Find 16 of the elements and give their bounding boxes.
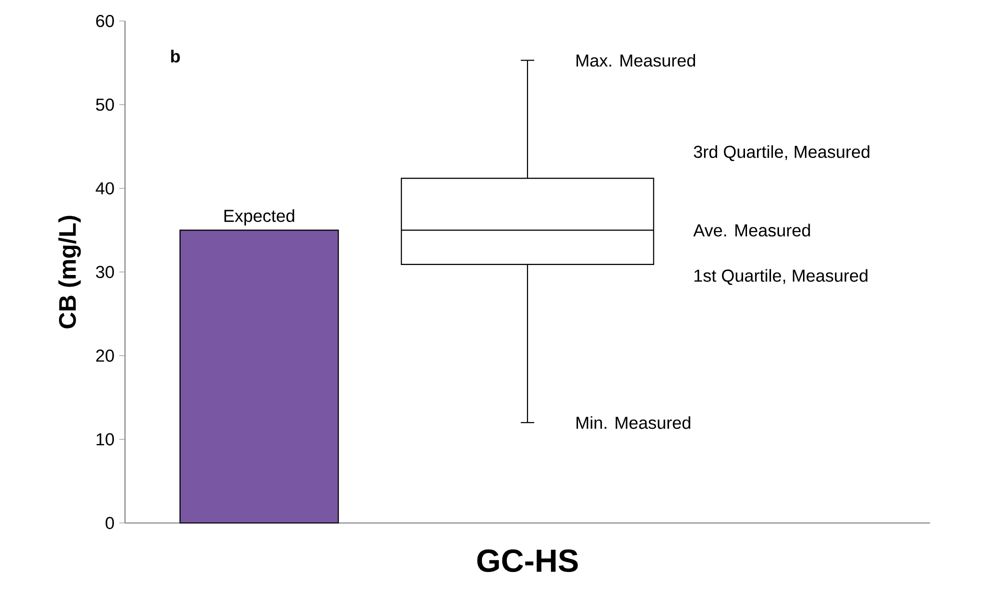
annotation: Min. Measured (576, 416, 690, 429)
annotation: 3rd Quartile, Measured (694, 145, 870, 162)
y-tick-label: 0 (106, 516, 114, 530)
y-axis-title: CB (mg/L) (58, 216, 81, 328)
y-tick-label: 10 (96, 433, 114, 446)
y-tick-label: 30 (96, 266, 114, 278)
y-tick-label: 60 (96, 14, 114, 28)
y-tick-label: 20 (96, 350, 114, 362)
annotation: b (171, 50, 180, 63)
annotation: Max. Measured (576, 54, 696, 67)
annotation: Expected (224, 209, 294, 226)
y-tick-label: 40 (96, 182, 114, 194)
annotation: Ave. Measured (693, 224, 810, 237)
annotation: 1st Quartile, Measured (694, 269, 868, 285)
x-axis-title: GC-HS (477, 549, 578, 572)
y-tick-label: 50 (96, 98, 114, 111)
